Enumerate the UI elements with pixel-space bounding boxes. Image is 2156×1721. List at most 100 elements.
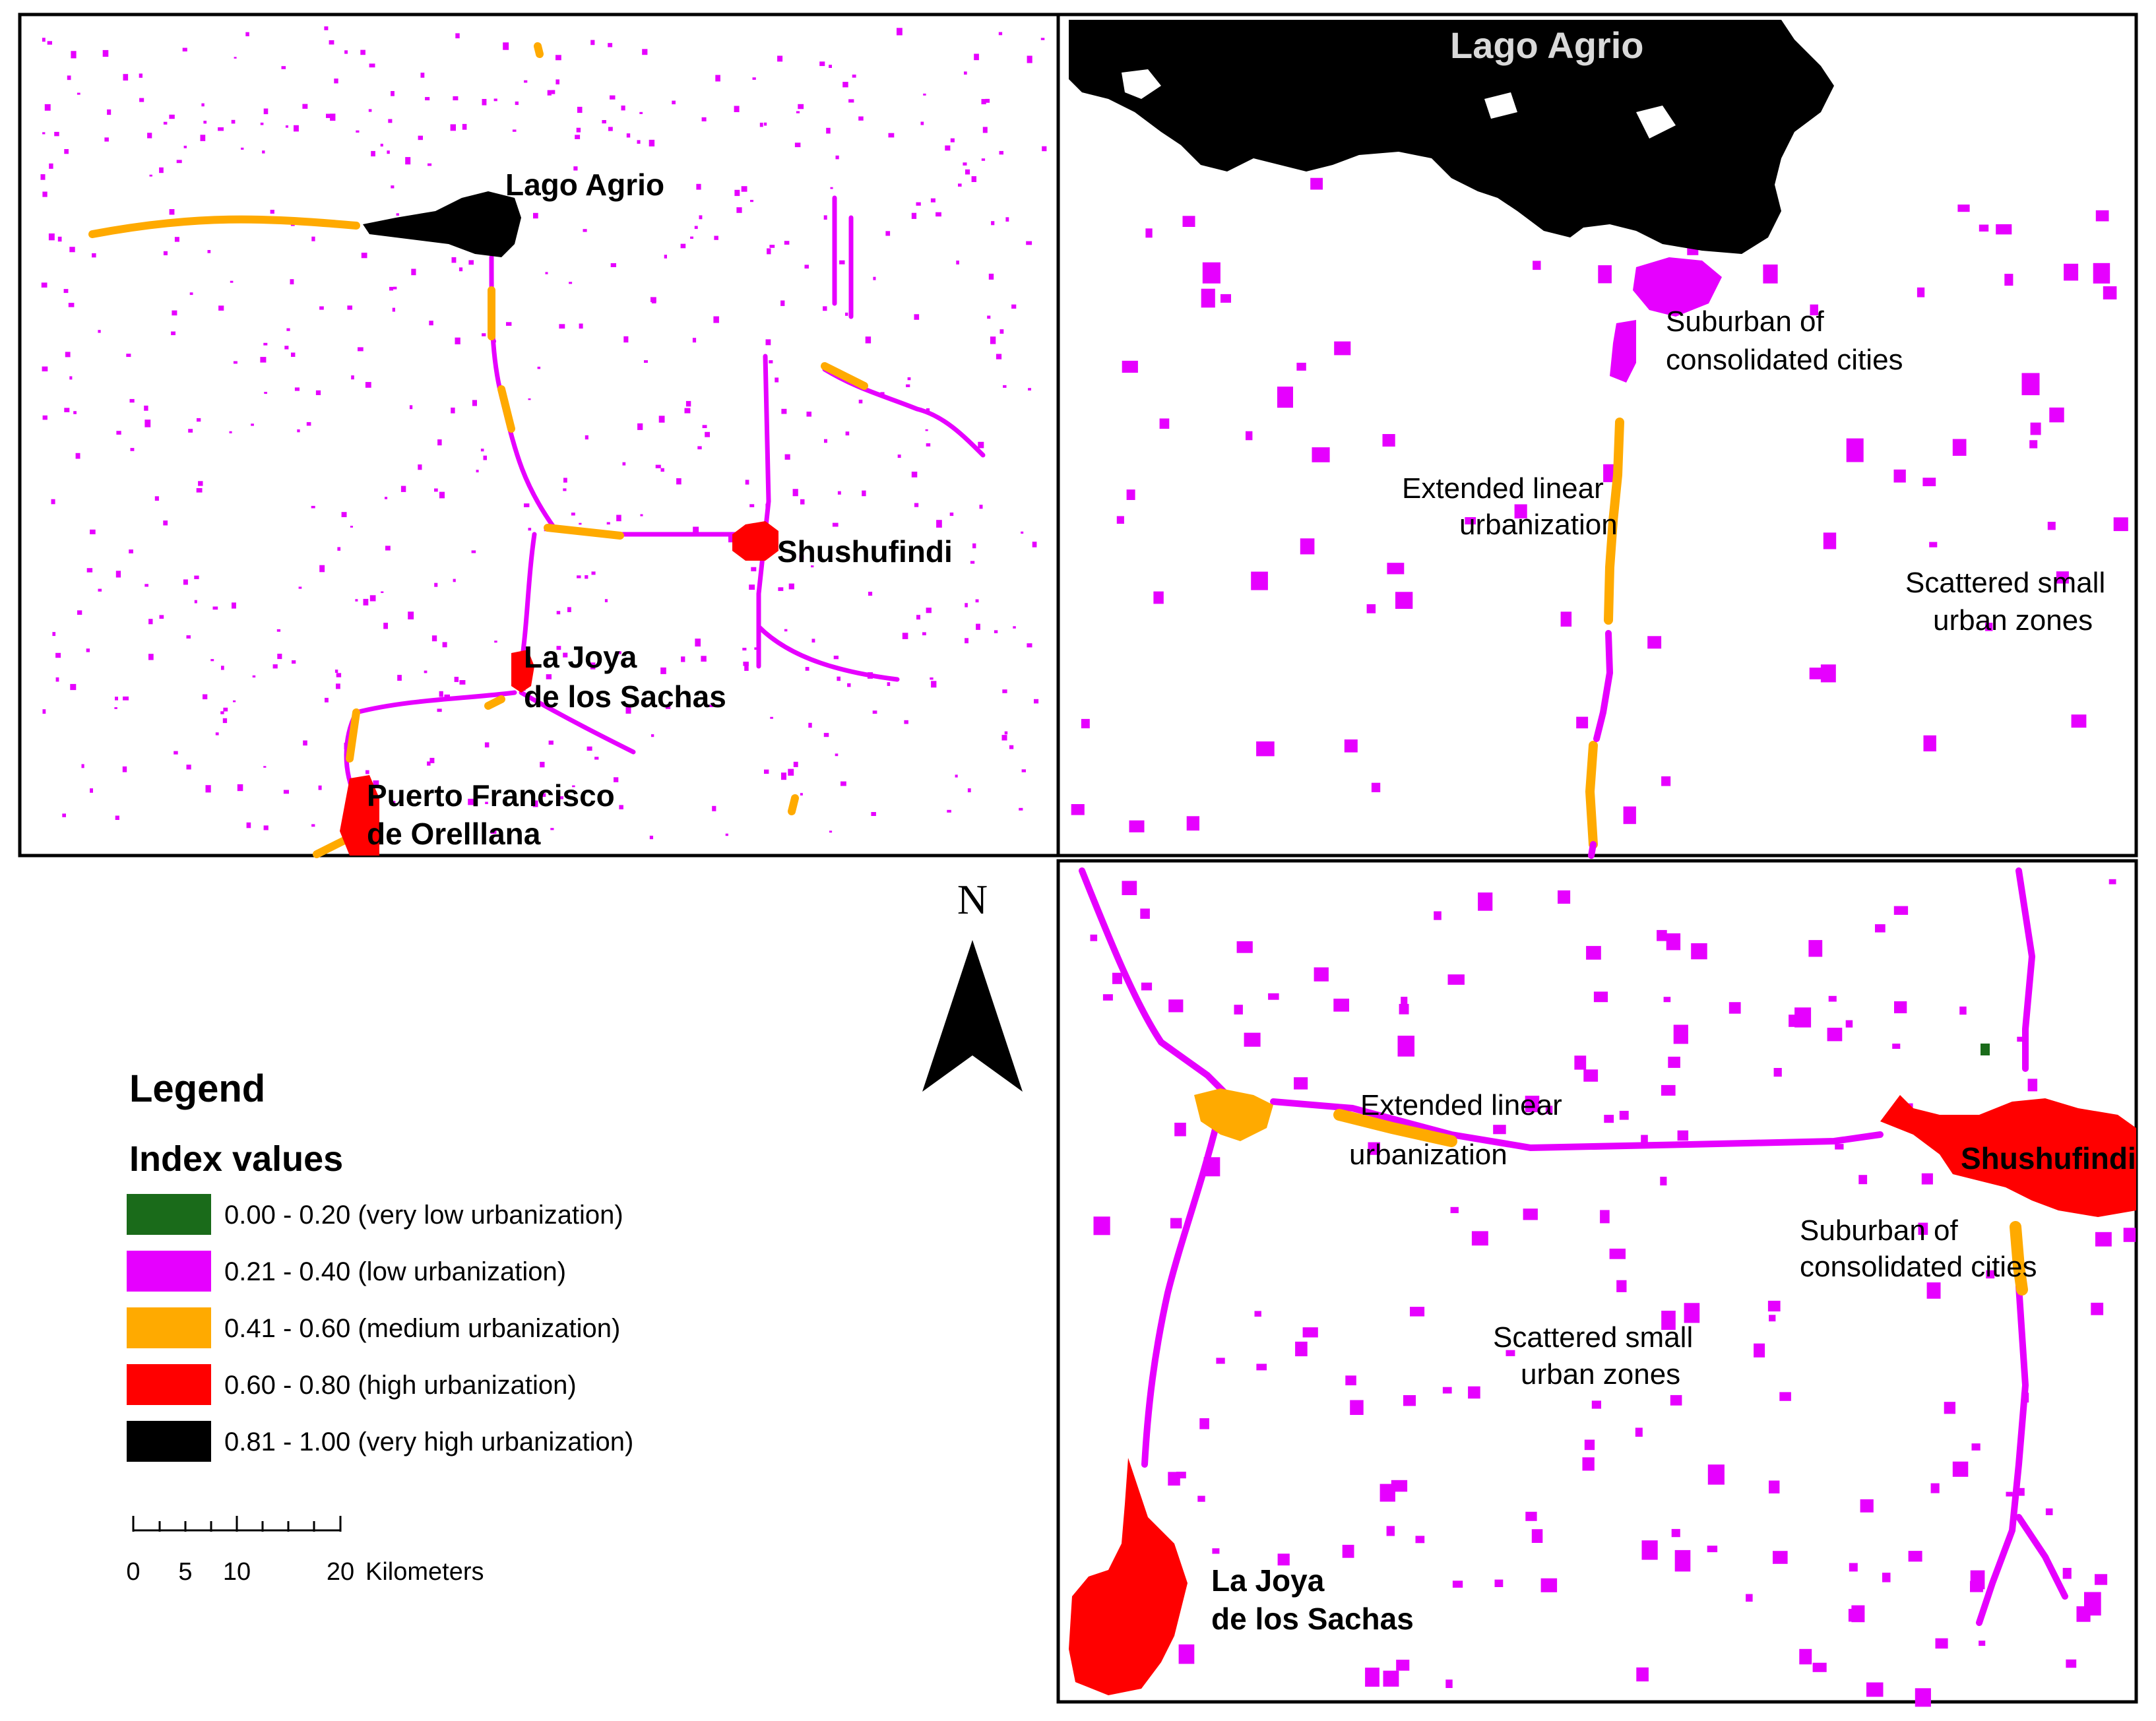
urban-patch (1763, 265, 1778, 284)
urban-patch (1525, 1511, 1537, 1521)
la-joya-high-mass (1069, 1458, 1188, 1695)
urban-patch (847, 683, 851, 687)
urban-patch (57, 236, 62, 242)
urban-patch (319, 306, 324, 310)
lago-agrio-linear-corridor (1585, 418, 1624, 849)
shushufindi-zoom-suburban-2: consolidated cities (1800, 1251, 2037, 1283)
urban-patch (2030, 422, 2041, 435)
urban-patch (276, 629, 281, 632)
urban-patch (104, 137, 109, 142)
urban-patch (644, 360, 648, 363)
lago-agrio-zoom-linear-1: Extended linear (1402, 472, 1604, 505)
scale-bar: 0 5 10 20 Kilometers (126, 1516, 484, 1586)
urban-patch (715, 75, 720, 82)
urban-patch (1769, 1480, 1780, 1493)
urban-patch (1399, 1003, 1409, 1015)
urban-patch (1957, 204, 1970, 212)
urban-patch (781, 772, 786, 780)
urban-patch (871, 812, 876, 816)
urban-patch (233, 361, 238, 364)
urban-patch (835, 155, 839, 160)
urban-patch (1860, 1499, 1874, 1513)
urban-patch (916, 615, 920, 620)
urban-patch (169, 114, 175, 119)
urban-patch (840, 781, 846, 786)
urban-patch (62, 813, 66, 817)
urban-patch (260, 122, 264, 125)
urban-patch (1465, 517, 1476, 524)
urban-patch (594, 757, 599, 760)
urban-patch (169, 209, 175, 215)
urban-patch (334, 670, 338, 673)
urban-patch (775, 377, 779, 383)
urban-patch (425, 97, 430, 101)
urban-patch (1001, 735, 1007, 741)
urban-patch (1244, 1032, 1261, 1047)
urban-patch (819, 61, 825, 67)
urban-patch (77, 92, 80, 95)
urban-patch (988, 273, 994, 280)
lago-agrio-very-high-mass (1069, 20, 1834, 254)
urban-patch (251, 423, 254, 426)
urban-patch (547, 90, 552, 96)
urban-patch (695, 639, 701, 647)
urban-patch (1929, 542, 1938, 548)
urban-patch (579, 522, 582, 525)
urban-patch (1350, 1400, 1364, 1415)
urban-patch (1140, 908, 1150, 919)
urban-patch (759, 123, 763, 127)
urban-patch (360, 49, 365, 55)
urban-patch (163, 251, 168, 255)
urban-patch (1820, 664, 1836, 683)
urban-patch (490, 829, 497, 834)
urban-patch (765, 339, 771, 346)
urban-patch (42, 132, 46, 135)
urban-patch (956, 261, 959, 265)
urban-patch (1028, 388, 1031, 391)
urban-patch (52, 632, 56, 637)
urban-patch (926, 443, 931, 447)
urban-patch (699, 215, 703, 220)
urban-patch (194, 600, 197, 604)
urban-patch (1935, 1638, 1948, 1649)
urban-patch (950, 138, 955, 142)
urban-patch (220, 711, 224, 714)
urban-patch (400, 485, 406, 492)
urban-patch (429, 321, 433, 326)
urban-patch (537, 366, 541, 369)
urban-patch (81, 764, 84, 768)
urban-patch (1794, 1007, 1812, 1028)
urban-patch (205, 785, 211, 793)
urban-patch (319, 565, 325, 573)
urban-patch (573, 166, 578, 171)
urban-patch (781, 408, 787, 414)
urban-patch (823, 215, 827, 220)
urban-patch (494, 641, 497, 643)
urban-patch (1545, 1106, 1553, 1114)
scale-tick-10: 10 (223, 1558, 251, 1586)
urban-patch (303, 740, 307, 746)
urban-patch (1216, 1358, 1225, 1364)
urban-patch (902, 633, 908, 639)
urban-patch (660, 468, 664, 472)
urban-patch (1202, 262, 1221, 284)
urban-patch (2049, 407, 2064, 423)
urban-patch (1799, 1648, 1812, 1665)
urban-patch (241, 147, 244, 150)
urban-patch (1026, 241, 1032, 245)
urban-patch (462, 123, 467, 130)
urban-patch (391, 185, 395, 189)
shushufindi-zoom-scattered-2: urban zones (1521, 1358, 1680, 1391)
urban-patch (515, 101, 519, 106)
shushufindi-zoom-suburban-1: Suburban of (1800, 1214, 1959, 1247)
shushufindi-zoom-scattered (1090, 879, 2136, 1707)
urban-patch (148, 619, 153, 625)
urban-patch (1345, 1375, 1356, 1386)
urban-patch (2004, 274, 2013, 286)
urban-patch (524, 503, 530, 507)
urban-patch (358, 347, 364, 352)
urban-patch (830, 187, 833, 189)
urban-patch (1866, 1682, 1884, 1697)
urban-patch (1985, 623, 1993, 631)
urban-patch (837, 491, 841, 495)
